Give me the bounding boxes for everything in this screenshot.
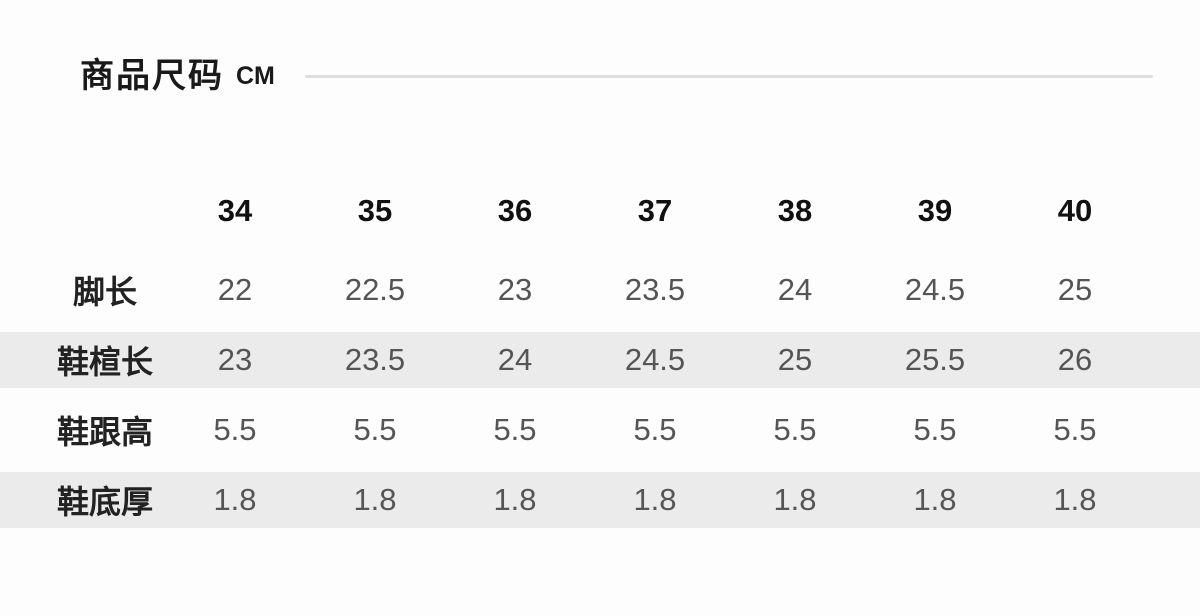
- size-column-header: 35: [357, 193, 393, 228]
- title-divider-line: [304, 74, 1153, 78]
- size-column-header: 39: [917, 193, 953, 228]
- table-row: 鞋跟高 5.5 5.5 5.5 5.5 5.5 5.5 5.5: [0, 395, 1200, 465]
- size-value-cell: 1.8: [773, 482, 817, 517]
- size-value-cell: 23.5: [344, 342, 406, 377]
- size-value-cell: 5.5: [353, 412, 397, 447]
- size-value-cell: 22.5: [344, 272, 406, 307]
- size-value-cell: 5.5: [1053, 412, 1097, 447]
- size-value-cell: 24: [777, 272, 813, 307]
- size-value-cell: 1.8: [213, 482, 257, 517]
- row-label: 脚长: [72, 274, 137, 310]
- size-value-cell: 23.5: [624, 272, 686, 307]
- size-value-cell: 1.8: [633, 482, 677, 517]
- size-value-cell: 24.5: [624, 342, 686, 377]
- size-value-cell: 1.8: [353, 482, 397, 517]
- size-column-header: 40: [1057, 193, 1093, 228]
- size-column-header: 34: [217, 193, 253, 228]
- size-value-cell: 1.8: [493, 482, 537, 517]
- table-row: 鞋底厚 1.8 1.8 1.8 1.8 1.8 1.8 1.8: [0, 465, 1200, 535]
- size-value-cell: 1.8: [913, 482, 957, 517]
- row-label: 鞋楦长: [56, 344, 153, 380]
- size-column-header: 38: [777, 193, 813, 228]
- size-value-cell: 5.5: [493, 412, 537, 447]
- size-value-cell: 23: [217, 342, 253, 377]
- size-value-cell: 24: [497, 342, 533, 377]
- size-chart-table: 34 35 36 37 38 39 40 脚长 22 22.5 23 23.5 24 24.5 25 鞋楦长…: [0, 176, 1200, 535]
- row-label: 鞋底厚: [56, 484, 153, 520]
- size-value-cell: 5.5: [913, 412, 957, 447]
- size-value-cell: 5.5: [773, 412, 817, 447]
- size-value-cell: 25: [1057, 272, 1093, 307]
- size-value-cell: 5.5: [213, 412, 257, 447]
- row-label: 鞋跟高: [56, 414, 153, 450]
- table-row: 脚长 22 22.5 23 23.5 24 24.5 25: [0, 255, 1200, 325]
- size-value-cell: 5.5: [633, 412, 677, 447]
- size-value-cell: 25.5: [904, 342, 966, 377]
- table-row: 鞋楦长 23 23.5 24 24.5 25 25.5 26: [0, 325, 1200, 395]
- size-column-header: 37: [637, 193, 673, 228]
- size-value-cell: 22: [217, 272, 253, 307]
- size-value-cell: 1.8: [1053, 482, 1097, 517]
- size-value-cell: 26: [1057, 342, 1093, 377]
- size-column-header: 36: [497, 193, 533, 228]
- size-header-row: 34 35 36 37 38 39 40: [0, 176, 1200, 246]
- size-value-cell: 23: [497, 272, 533, 307]
- page-title: 商品尺码: [80, 57, 224, 95]
- size-chart-title-row: 商品尺码 CM: [80, 54, 1153, 98]
- size-value-cell: 24.5: [904, 272, 966, 307]
- size-value-cell: 25: [777, 342, 813, 377]
- unit-label: CM: [236, 61, 275, 90]
